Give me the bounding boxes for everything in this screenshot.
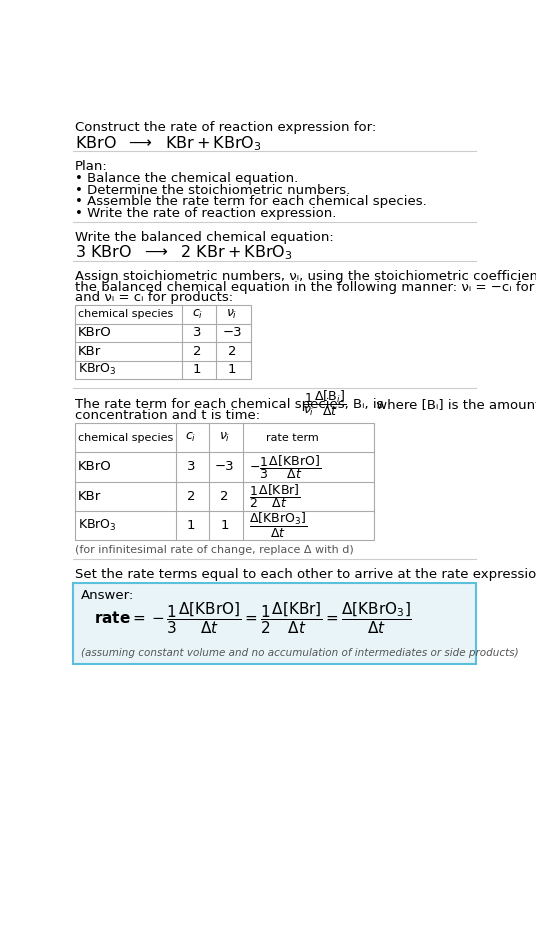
Text: $\mathbf{rate} = -\dfrac{1}{3}\dfrac{\Delta[\mathrm{KBrO}]}{\Delta t} = \dfrac{1: $\mathbf{rate} = -\dfrac{1}{3}\dfrac{\De…	[94, 600, 412, 636]
Text: • Assemble the rate term for each chemical species.: • Assemble the rate term for each chemic…	[75, 195, 427, 208]
Text: rate term: rate term	[266, 432, 319, 443]
Text: • Write the rate of reaction expression.: • Write the rate of reaction expression.	[75, 206, 336, 219]
Text: $\dfrac{\Delta[\mathrm{KBrO_3}]}{\Delta t}$: $\dfrac{\Delta[\mathrm{KBrO_3}]}{\Delta …	[249, 511, 307, 540]
Text: 2: 2	[187, 490, 195, 502]
Text: $-\dfrac{1}{3}\dfrac{\Delta[\mathrm{KBrO}]}{\Delta t}$: $-\dfrac{1}{3}\dfrac{\Delta[\mathrm{KBrO…	[249, 453, 321, 481]
Text: 2: 2	[220, 490, 228, 502]
Text: and νᵢ = cᵢ for products:: and νᵢ = cᵢ for products:	[75, 291, 233, 305]
Text: $\nu_i$: $\nu_i$	[226, 308, 238, 321]
Text: 1: 1	[193, 363, 202, 377]
Text: KBr: KBr	[78, 490, 101, 502]
Text: (assuming constant volume and no accumulation of intermediates or side products): (assuming constant volume and no accumul…	[81, 648, 518, 657]
Text: The rate term for each chemical species, Bᵢ, is: The rate term for each chemical species,…	[75, 397, 388, 411]
Bar	[75, 306, 251, 379]
Text: Plan:: Plan:	[75, 161, 108, 173]
Text: $c_i$: $c_i$	[191, 308, 203, 321]
Text: 2: 2	[193, 345, 202, 358]
Text: 1: 1	[228, 363, 236, 377]
Text: chemical species: chemical species	[78, 309, 173, 320]
Text: chemical species: chemical species	[78, 432, 173, 443]
Text: $\mathrm{KBrO_3}$: $\mathrm{KBrO_3}$	[78, 517, 117, 533]
Text: $\mathrm{KBrO_3}$: $\mathrm{KBrO_3}$	[78, 362, 117, 377]
Text: • Balance the chemical equation.: • Balance the chemical equation.	[75, 172, 298, 185]
Text: Set the rate terms equal to each other to arrive at the rate expression:: Set the rate terms equal to each other t…	[75, 568, 536, 581]
Text: where [Bᵢ] is the amount: where [Bᵢ] is the amount	[371, 397, 536, 411]
Text: concentration and t is time:: concentration and t is time:	[75, 410, 260, 422]
Text: 3: 3	[193, 326, 202, 340]
Text: $\mathrm{KBrO}$  $\longrightarrow$  $\mathrm{KBr + KBrO_3}$: $\mathrm{KBrO}$ $\longrightarrow$ $\math…	[75, 134, 262, 153]
Text: Answer:: Answer:	[81, 589, 134, 603]
Text: $\dfrac{1}{\nu_i}\dfrac{\Delta[\mathrm{B}_i]}{\Delta t}$: $\dfrac{1}{\nu_i}\dfrac{\Delta[\mathrm{B…	[303, 389, 346, 417]
FancyBboxPatch shape	[73, 584, 476, 664]
Bar	[75, 423, 374, 540]
Text: 1: 1	[187, 519, 195, 532]
Text: the balanced chemical equation in the following manner: νᵢ = −cᵢ for reactants: the balanced chemical equation in the fo…	[75, 281, 536, 293]
Text: $\mathrm{3\ KBrO}$  $\longrightarrow$  $\mathrm{2\ KBr + KBrO_3}$: $\mathrm{3\ KBrO}$ $\longrightarrow$ $\m…	[75, 244, 292, 262]
Text: 2: 2	[228, 345, 236, 358]
Text: Construct the rate of reaction expression for:: Construct the rate of reaction expressio…	[75, 121, 376, 134]
Text: Assign stoichiometric numbers, νᵢ, using the stoichiometric coefficients, cᵢ, fr: Assign stoichiometric numbers, νᵢ, using…	[75, 270, 536, 283]
Text: −3: −3	[214, 461, 234, 473]
Text: KBrO: KBrO	[78, 326, 111, 340]
Text: 3: 3	[187, 461, 195, 473]
Text: KBrO: KBrO	[78, 461, 111, 473]
Text: −3: −3	[222, 326, 242, 340]
Text: 1: 1	[220, 519, 228, 532]
Text: $c_i$: $c_i$	[185, 431, 197, 445]
Text: KBr: KBr	[78, 345, 101, 358]
Text: $\nu_i$: $\nu_i$	[219, 431, 230, 445]
Text: (for infinitesimal rate of change, replace Δ with d): (for infinitesimal rate of change, repla…	[75, 545, 354, 554]
Text: Write the balanced chemical equation:: Write the balanced chemical equation:	[75, 232, 333, 244]
Text: $\dfrac{1}{2}\dfrac{\Delta[\mathrm{KBr}]}{\Delta t}$: $\dfrac{1}{2}\dfrac{\Delta[\mathrm{KBr}]…	[249, 482, 301, 510]
Text: • Determine the stoichiometric numbers.: • Determine the stoichiometric numbers.	[75, 184, 350, 197]
